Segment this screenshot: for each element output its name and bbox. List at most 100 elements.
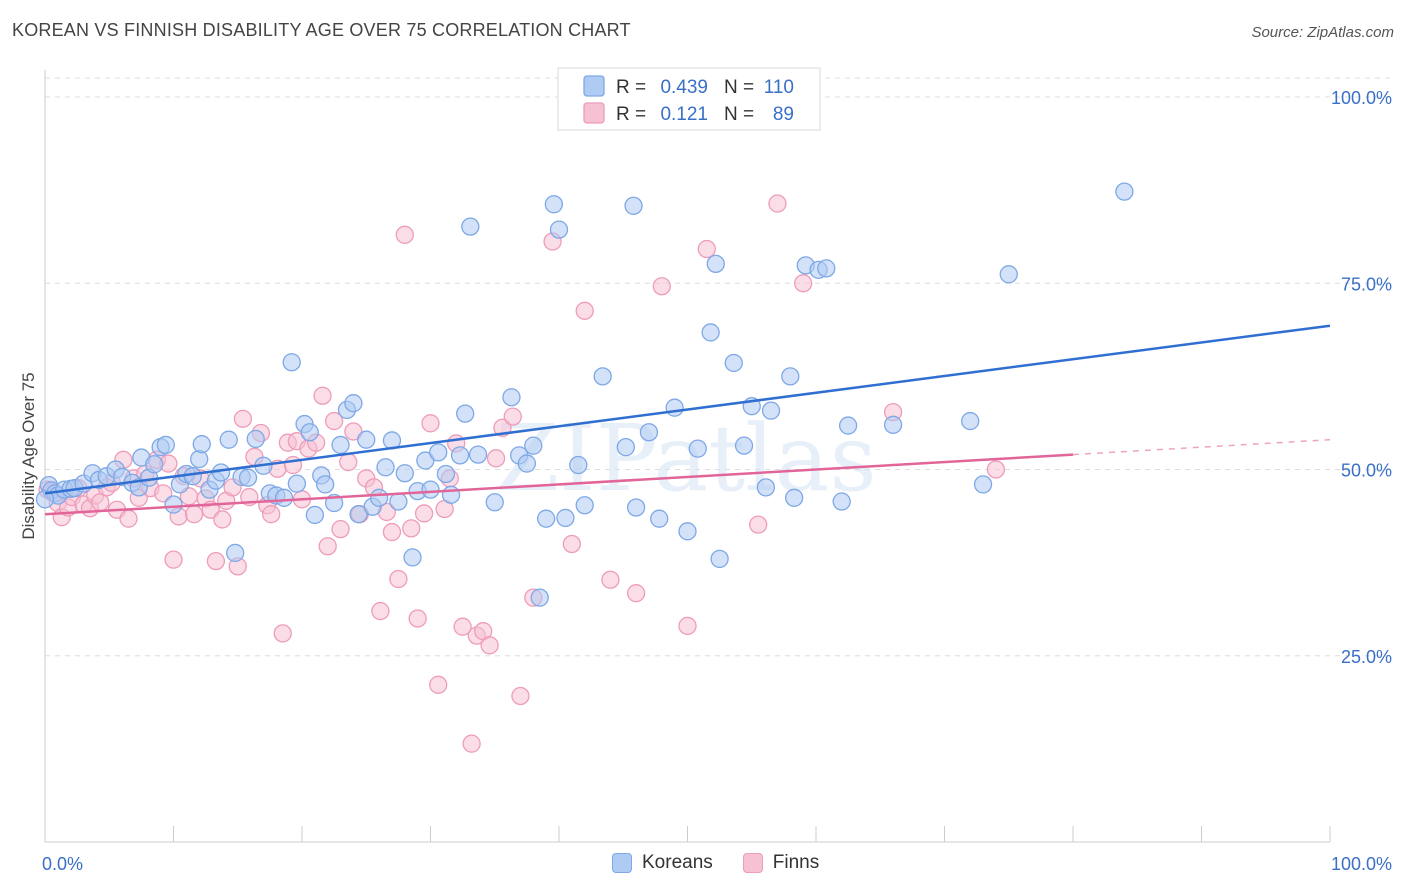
finn-point [503,407,522,426]
legend-r-value: 0.439 [660,77,708,98]
korean-point [761,401,781,420]
korean-point [274,488,294,507]
korean-point [429,443,448,462]
finn-point [371,601,390,621]
trend-lines [44,324,1331,516]
source-attribution: Source: ZipAtlas.com [1251,24,1394,41]
korean-point [838,416,858,435]
korean-point [724,353,743,373]
korean-point [556,508,575,528]
trend-line-extension-finns [1072,438,1331,456]
korean-point [701,323,720,342]
finn-point [233,409,253,428]
finn-point [511,686,530,706]
finn-point [313,386,332,405]
korean-point [544,195,564,214]
legend-swatch-finns [742,853,763,873]
korean-point [961,411,980,431]
y-tick-label: 100.0% [1331,88,1392,108]
korean-point [456,404,475,423]
korean-point [349,505,368,524]
finn-point [318,537,337,556]
tick-labels: 25.0% 50.0% 75.0% 100.0% 0.0% 100.0% [42,88,1392,874]
axes [44,70,1331,843]
korean-point [192,435,211,454]
finn-point [324,411,344,431]
legend-r-value: 0.121 [660,104,708,125]
korean-point [468,445,488,464]
korean-point [416,451,435,470]
finn-point [154,484,173,503]
korean-point [678,522,697,541]
finn-point [480,636,499,655]
bottom-legend: Koreans Finns [612,852,849,874]
korean-point [817,259,836,278]
legend-item-finns: Finns [742,852,819,874]
finn-point [119,509,138,528]
finn-point [601,570,620,589]
korean-point [832,492,851,511]
korean-point [1115,182,1134,201]
y-tick-label: 25.0% [1341,647,1392,667]
gridlines [45,77,1392,657]
series-koreans-points [35,182,1134,607]
y-tick-label: 75.0% [1341,274,1392,294]
finn-point [339,452,358,472]
korean-point [389,492,408,511]
korean-point [35,490,55,509]
korean-point [305,505,325,525]
korean-point [517,454,537,473]
korean-point [376,458,395,477]
finn-point [213,510,232,529]
korean-point [287,474,307,493]
finn-point [678,616,697,636]
korean-point [665,398,684,417]
korean-point [331,435,350,455]
legend-label-koreans: Koreans [642,852,713,873]
korean-point [569,455,588,475]
legend-n-label: N = [724,77,754,98]
finn-point [626,584,646,603]
korean-point [530,588,549,607]
x-tick-label: 0.0% [42,854,83,874]
finn-point [402,519,421,538]
korean-point [315,475,335,494]
korean-point [395,464,414,483]
finn-point [331,519,350,539]
korean-point [710,549,729,569]
legend-n-label: N = [724,104,754,125]
finn-point [395,225,414,244]
korean-point [246,429,265,449]
korean-point [639,423,659,442]
korean-point [756,478,776,497]
korean-point [537,509,556,528]
finn-point [768,194,787,213]
korean-point [524,436,543,455]
korean-point [369,488,389,507]
y-tick-label: 50.0% [1341,461,1392,481]
finn-point [575,301,594,320]
korean-point [164,495,183,514]
korean-point [441,485,461,504]
korean-point [549,220,569,239]
legend-swatch [583,75,605,97]
finn-point [414,504,434,523]
korean-point [344,394,363,413]
finn-point [344,422,363,441]
finn-point [697,239,716,259]
korean-point [502,388,521,407]
korean-point [238,468,258,487]
korean-point [706,254,725,274]
finn-point [453,617,472,636]
finn-point [273,624,292,643]
legend-r-label: R = [616,77,646,98]
finn-point [164,550,183,569]
finn-point [421,414,440,433]
korean-point [999,265,1018,284]
legend-n-value: 110 [764,77,794,98]
korean-point [357,430,376,449]
korean-point [688,439,707,458]
korean-point [616,437,635,457]
legend-r-label: R = [616,104,646,125]
korean-point [485,493,504,512]
